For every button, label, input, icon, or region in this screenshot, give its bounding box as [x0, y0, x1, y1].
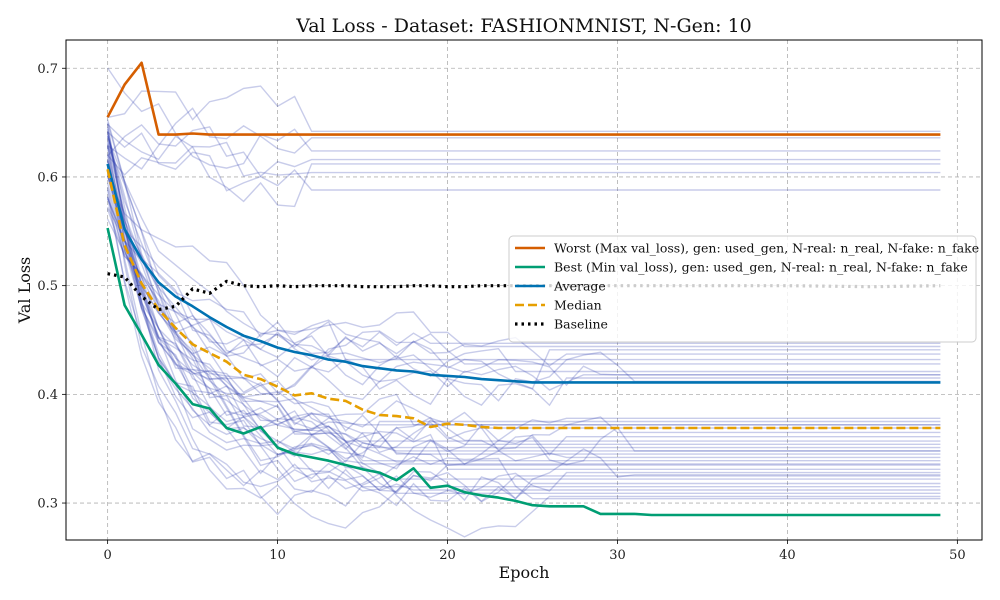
legend-entry-1: Best (Min val_loss), gen: used_gen, N-re… — [554, 260, 968, 275]
run-line — [106, 218, 941, 459]
run-line — [107, 107, 941, 170]
y-tick-label: 0.6 — [37, 170, 58, 185]
series-line-3 — [106, 169, 941, 430]
run-line — [106, 123, 941, 470]
legend-box — [508, 235, 977, 343]
axis-ticks: 0 10 20 30 40 50 0.3 0.4 0.5 0.6 0.7 — [37, 62, 965, 563]
run-line — [106, 135, 941, 386]
x-tick-label: 40 — [779, 548, 796, 563]
run-line — [106, 153, 941, 378]
run-line — [107, 85, 941, 132]
background-runs — [106, 67, 941, 538]
run-line — [106, 197, 941, 390]
x-axis-label: Epoch — [499, 563, 550, 582]
run-line — [106, 206, 941, 367]
run-line — [106, 197, 941, 502]
run-line — [106, 175, 941, 394]
run-line — [106, 135, 941, 493]
run-line — [106, 128, 941, 442]
legend-entry-0: Worst (Max val_loss), gen: used_gen, N-r… — [554, 241, 979, 256]
run-line — [106, 145, 941, 355]
run-line — [106, 141, 941, 475]
run-line — [106, 147, 941, 529]
run-line — [106, 175, 941, 452]
run-line — [106, 159, 941, 463]
run-line — [106, 189, 941, 516]
run-line — [106, 174, 941, 462]
series-line-4 — [107, 272, 941, 312]
run-line — [106, 143, 941, 462]
run-line — [107, 141, 941, 177]
run-line — [107, 131, 941, 192]
y-tick-label: 0.3 — [37, 497, 58, 512]
run-line — [106, 175, 941, 348]
run-line — [106, 165, 941, 426]
y-tick-label: 0.5 — [37, 279, 58, 294]
run-line — [106, 139, 941, 538]
legend-entry-4: Baseline — [554, 317, 608, 332]
run-line — [107, 67, 941, 169]
series-line-1 — [106, 227, 941, 517]
y-axis-label: Val Loss — [15, 257, 34, 325]
run-line — [106, 198, 941, 401]
run-line — [106, 165, 941, 465]
legend-entry-3: Median — [554, 298, 602, 313]
x-tick-label: 30 — [609, 548, 626, 563]
run-line — [106, 187, 941, 488]
run-line — [106, 171, 941, 460]
run-line — [106, 160, 941, 407]
x-tick-label: 20 — [439, 548, 456, 563]
run-line — [106, 132, 941, 449]
y-tick-label: 0.4 — [37, 388, 58, 403]
run-line — [106, 160, 941, 492]
run-line — [107, 123, 941, 208]
y-tick-label: 0.7 — [37, 62, 58, 77]
run-line — [106, 136, 941, 361]
run-line — [106, 119, 941, 467]
x-tick-label: 0 — [103, 548, 111, 563]
run-line — [106, 183, 941, 494]
x-tick-label: 10 — [269, 548, 286, 563]
run-line — [106, 131, 941, 455]
run-line — [106, 156, 941, 507]
series-line-0 — [106, 61, 941, 136]
run-line — [106, 196, 941, 463]
series-line-2 — [106, 163, 941, 384]
legend-entry-2: Average — [553, 279, 606, 294]
run-line — [106, 146, 941, 499]
legend: Worst (Max val_loss), gen: used_gen, N-r… — [508, 235, 979, 343]
main-series — [106, 61, 941, 517]
run-line — [106, 122, 941, 430]
run-line — [107, 123, 941, 178]
x-tick-label: 50 — [949, 548, 966, 563]
chart-title: Val Loss - Dataset: FASHIONMNIST, N-Gen:… — [295, 15, 752, 37]
run-line — [106, 127, 941, 494]
plot-frame — [65, 39, 983, 541]
